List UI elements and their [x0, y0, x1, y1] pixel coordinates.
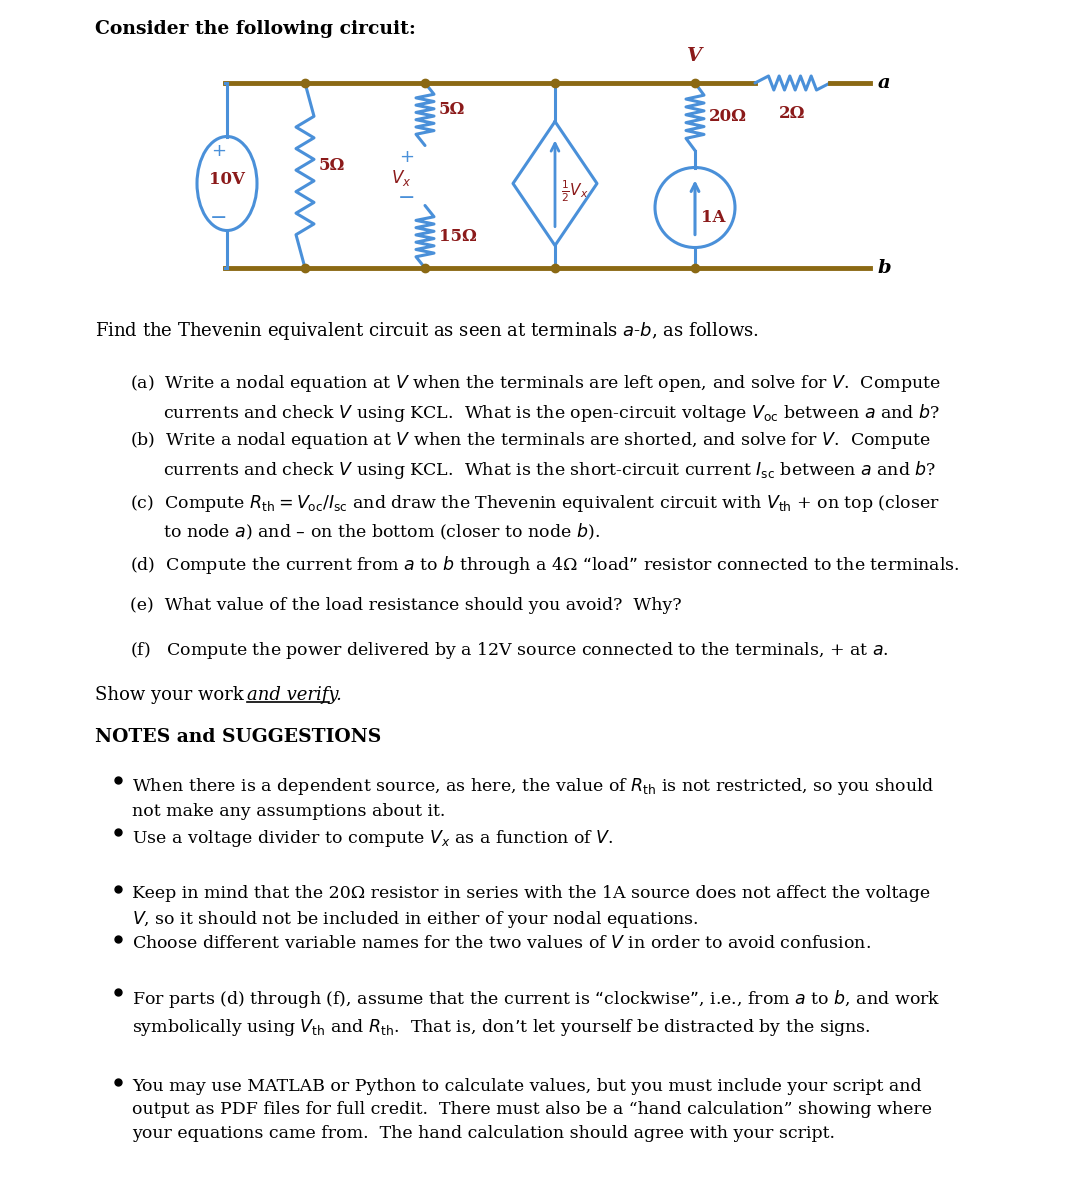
Text: Find the Thevenin equivalent circuit as seen at terminals $a$-$b$, as follows.: Find the Thevenin equivalent circuit as …: [94, 320, 759, 342]
Text: a: a: [877, 74, 891, 92]
Text: Choose different variable names for the two values of $V$ in order to avoid conf: Choose different variable names for the …: [132, 935, 871, 952]
Text: (c)  Compute $R_\mathrm{th} = V_\mathrm{oc}/I_\mathrm{sc}$ and draw the Thevenin: (c) Compute $R_\mathrm{th} = V_\mathrm{o…: [130, 494, 939, 542]
Text: For parts (d) through (f), assume that the current is “clockwise”, i.e., from $a: For parts (d) through (f), assume that t…: [132, 988, 940, 1039]
Text: b: b: [877, 259, 892, 277]
Text: 2Ω: 2Ω: [780, 105, 806, 123]
Text: and verify.: and verify.: [247, 686, 342, 704]
Text: (f)   Compute the power delivered by a 12V source connected to the terminals, + : (f) Compute the power delivered by a 12V…: [130, 640, 888, 661]
Text: 5Ω: 5Ω: [319, 157, 345, 174]
Text: 5Ω: 5Ω: [439, 101, 466, 118]
Text: Show your work: Show your work: [94, 686, 250, 704]
Text: 20Ω: 20Ω: [709, 108, 747, 125]
Text: Use a voltage divider to compute $V_x$ as a function of $V$.: Use a voltage divider to compute $V_x$ a…: [132, 828, 614, 849]
Text: 15Ω: 15Ω: [439, 229, 477, 245]
Text: $V_x$: $V_x$: [391, 167, 411, 187]
Text: Consider the following circuit:: Consider the following circuit:: [94, 20, 416, 38]
Text: +: +: [400, 148, 415, 166]
Text: 10V: 10V: [210, 171, 245, 188]
Text: NOTES and SUGGESTIONS: NOTES and SUGGESTIONS: [94, 728, 381, 746]
Text: When there is a dependent source, as here, the value of $R_\mathrm{th}$ is not r: When there is a dependent source, as her…: [132, 776, 935, 821]
Text: V: V: [687, 47, 703, 65]
Text: (b)  Write a nodal equation at $V$ when the terminals are shorted, and solve for: (b) Write a nodal equation at $V$ when t…: [130, 430, 936, 481]
Text: You may use MATLAB or Python to calculate values, but you must include your scri: You may use MATLAB or Python to calculat…: [132, 1078, 932, 1141]
Text: +: +: [212, 141, 227, 159]
Text: Keep in mind that the 20Ω resistor in series with the 1A source does not affect : Keep in mind that the 20Ω resistor in se…: [132, 885, 930, 931]
Text: (a)  Write a nodal equation at $V$ when the terminals are left open, and solve f: (a) Write a nodal equation at $V$ when t…: [130, 373, 940, 424]
Text: −: −: [211, 207, 228, 227]
Text: 1A: 1A: [700, 209, 725, 226]
Text: (d)  Compute the current from $a$ to $b$ through a 4Ω “load” resistor connected : (d) Compute the current from $a$ to $b$ …: [130, 554, 959, 576]
Text: (e)  What value of the load resistance should you avoid?  Why?: (e) What value of the load resistance sh…: [130, 597, 682, 614]
Text: −: −: [399, 187, 416, 207]
Text: $\frac{1}{2}V_x$: $\frac{1}{2}V_x$: [561, 179, 589, 204]
